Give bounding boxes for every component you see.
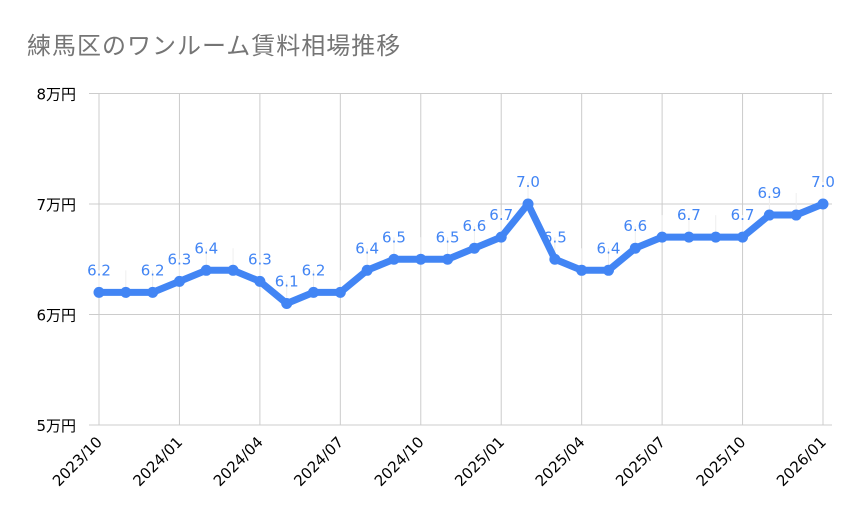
data-label: 6.3 (248, 250, 272, 268)
data-point (308, 286, 320, 298)
data-point (602, 264, 614, 276)
data-label: 6.3 (168, 250, 192, 268)
data-point (522, 198, 534, 210)
data-point (254, 275, 266, 287)
x-tick-label: 2024/04 (210, 433, 267, 490)
data-point (656, 231, 668, 243)
x-tick-label: 2024/01 (129, 433, 186, 490)
x-tick-label: 2025/10 (693, 433, 750, 490)
data-label: 6.9 (757, 184, 781, 202)
x-tick-label: 2024/07 (290, 433, 347, 490)
x-tick-label: 2024/10 (371, 433, 428, 490)
data-point (93, 286, 105, 298)
data-label: 7.0 (811, 173, 835, 191)
data-point (173, 275, 185, 287)
data-point (549, 253, 561, 265)
data-label: 6.1 (275, 272, 299, 290)
x-tick-label: 2025/01 (451, 433, 508, 490)
data-label: 6.7 (731, 206, 755, 224)
data-label: 6.4 (355, 239, 379, 257)
x-tick-label: 2025/04 (532, 433, 589, 490)
y-axis-labels: 5万円 6万円 7万円 8万円 (36, 86, 76, 436)
data-label: 6.7 (677, 206, 701, 224)
x-tick-label: 2025/07 (612, 433, 669, 490)
data-point (147, 286, 159, 298)
data-point (737, 231, 749, 243)
data-label: 6.4 (597, 239, 621, 257)
series-line (95, 200, 827, 307)
x-tick-label: 2023/10 (49, 433, 106, 490)
data-point (495, 231, 507, 243)
data-point (710, 231, 722, 243)
data-point (576, 264, 588, 276)
data-point (629, 242, 641, 254)
data-labels: 6.2 6.26.36.46.36.16.26.46.5 6.56.66.77.06… (87, 173, 835, 290)
data-label: 6.4 (194, 239, 218, 257)
data-label: 6.5 (436, 228, 460, 246)
data-label: 6.6 (462, 217, 486, 235)
y-tick-label: 8万円 (36, 86, 76, 104)
data-point (200, 264, 212, 276)
data-series (93, 198, 829, 309)
data-label: 7.0 (516, 173, 540, 191)
y-tick-label: 6万円 (36, 307, 76, 325)
data-point (334, 286, 346, 298)
data-point (817, 198, 829, 210)
data-label: 6.6 (623, 217, 647, 235)
gridlines (89, 93, 832, 426)
data-point (763, 209, 775, 221)
y-tick-label: 5万円 (36, 417, 76, 435)
data-label: 6.7 (489, 206, 513, 224)
data-point (442, 253, 454, 265)
data-point (388, 253, 400, 265)
data-point (281, 297, 293, 309)
data-point (120, 286, 132, 298)
data-point (468, 242, 480, 254)
data-label: 6.2 (87, 261, 111, 279)
data-point (227, 264, 239, 276)
data-label: 6.2 (302, 261, 326, 279)
data-label: 6.5 (382, 228, 406, 246)
y-tick-label: 7万円 (36, 196, 76, 214)
data-label: 6.5 (543, 228, 567, 246)
data-point (790, 209, 802, 221)
data-point (683, 231, 695, 243)
data-label: 6.2 (141, 261, 165, 279)
chart-title: 練馬区のワンルーム賃料相場推移 (27, 32, 402, 60)
x-axis-labels: 2023/10 2024/01 2024/04 2024/07 2024/10 2025/… (49, 433, 830, 490)
data-point (361, 264, 373, 276)
data-point (415, 253, 427, 265)
x-tick-label: 2026/01 (773, 433, 830, 490)
